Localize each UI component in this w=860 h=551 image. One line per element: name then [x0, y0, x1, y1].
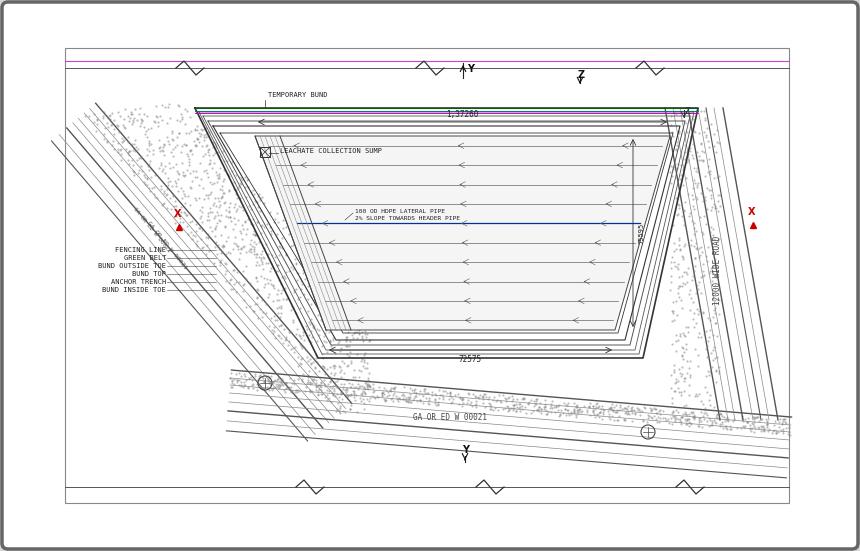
- Text: BUND TOP: BUND TOP: [132, 271, 166, 277]
- Text: Z: Z: [685, 107, 691, 116]
- Text: GREEN BELT: GREEN BELT: [124, 255, 166, 261]
- Text: 1,37260: 1,37260: [446, 110, 479, 119]
- Text: BUND OUTSIDE TOE: BUND OUTSIDE TOE: [98, 263, 166, 269]
- Text: 2% SLOPE TOWARDS HEADER PIPE: 2% SLOPE TOWARDS HEADER PIPE: [355, 216, 460, 221]
- Text: 75595: 75595: [638, 223, 644, 244]
- Bar: [260, 147, 270, 157]
- Text: GA OR ED W 00021: GA OR ED W 00021: [413, 413, 487, 423]
- Text: X: X: [174, 209, 181, 219]
- Text: TEMPORARY BUND: TEMPORARY BUND: [268, 92, 328, 98]
- Text: FENCING LINE: FENCING LINE: [115, 247, 166, 253]
- Text: LEACHATE COLLECTION SUMP: LEACHATE COLLECTION SUMP: [280, 148, 382, 154]
- Text: 100 OD HDPE LATERAL PIPE: 100 OD HDPE LATERAL PIPE: [355, 209, 445, 214]
- Bar: [65, 48, 789, 503]
- Text: 12000 WIDE ROAD: 12000 WIDE ROAD: [714, 235, 722, 305]
- Text: ANCHOR TRENCH: ANCHOR TRENCH: [111, 279, 166, 285]
- Polygon shape: [255, 136, 670, 330]
- Text: X: X: [748, 207, 755, 217]
- Text: GA OR ED W 00021: GA OR ED W 00021: [132, 207, 171, 253]
- Text: Y: Y: [467, 64, 474, 74]
- Text: 72575: 72575: [459, 355, 482, 364]
- Text: Z: Z: [578, 70, 585, 80]
- Text: BUND INSIDE TOE: BUND INSIDE TOE: [102, 287, 166, 293]
- Text: Y: Y: [462, 445, 469, 455]
- Text: GA OR ED W 00021: GA OR ED W 00021: [146, 220, 187, 270]
